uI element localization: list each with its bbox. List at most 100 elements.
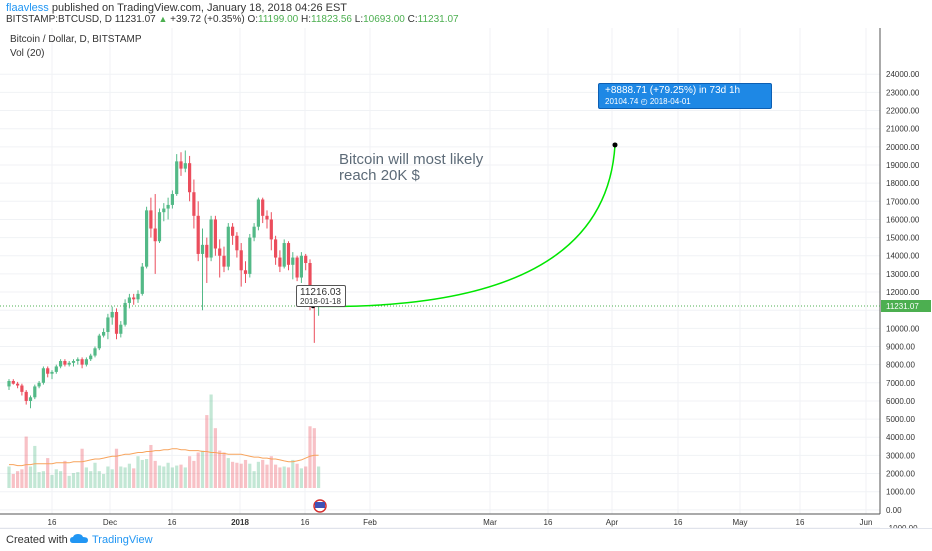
price-axis-label: 6000.00 [886, 397, 915, 406]
clock-icon: ◴ [640, 97, 648, 106]
target-date: 2018-04-01 [649, 97, 691, 106]
volume-bar [235, 462, 239, 488]
candle-body [308, 263, 312, 303]
volume-bar [24, 436, 28, 488]
price-axis-label: 23000.00 [886, 88, 920, 97]
current-price-tag [881, 300, 931, 312]
candle-body [256, 199, 260, 227]
candle-body [132, 297, 136, 300]
volume-bar [119, 466, 123, 488]
volume-bar [209, 394, 213, 488]
candle-body [188, 163, 192, 193]
candle-body [149, 210, 153, 229]
candle-body [170, 194, 174, 205]
volume-bar [50, 474, 54, 488]
candle-body [200, 244, 205, 254]
volume-bar [261, 459, 265, 488]
volume-bar [166, 462, 170, 488]
volume-bar [136, 456, 140, 488]
footer: Created with TradingView [0, 528, 932, 551]
low-label: L: [354, 14, 364, 25]
time-axis-label: 16 [796, 518, 805, 527]
candle-body [218, 248, 222, 256]
symbol-label[interactable]: BITSTAMP:BTCUSD, D [6, 14, 112, 25]
volume-bar [149, 444, 153, 488]
low-value: 10693.00 [363, 14, 405, 25]
time-axis-label: 2018 [231, 518, 249, 527]
candle-body [50, 371, 54, 374]
price-chart[interactable]: 24000.00 23000.00 22000.00 21000.00 20000.00… [0, 28, 932, 533]
volume-bar [59, 471, 63, 488]
volume-bar [93, 462, 97, 488]
time-axis-label: Dec [103, 518, 117, 527]
publish-info: published on TradingView.com, January 18… [51, 2, 348, 14]
target-change: +8888.71 (+79.25%) in 73d 1h [605, 85, 741, 96]
volume-bar [114, 448, 119, 488]
chart-area[interactable]: 24000.00 23000.00 22000.00 21000.00 20000.00… [0, 28, 932, 533]
volume-bar [16, 471, 20, 488]
volume-bar [84, 467, 88, 488]
volume-bar [28, 466, 33, 488]
volume-bar [80, 448, 84, 488]
candle-body [183, 163, 187, 169]
candle-body [89, 355, 93, 360]
candle-body [153, 228, 157, 242]
volume-bar [291, 459, 295, 488]
high-value: 11823.56 [311, 14, 352, 25]
target-callout: +8888.71 (+79.25%) in 73d 1h 20104.74 ◴ … [598, 83, 772, 109]
candle-body [110, 312, 114, 318]
volume-bar [226, 458, 230, 488]
projection-end-point [612, 142, 618, 148]
candle-body [286, 243, 291, 265]
volume-bar [252, 471, 256, 488]
candle-body [114, 312, 119, 334]
volume-bar [20, 469, 24, 488]
price-axis-label: 9000.00 [886, 342, 915, 351]
candle-body [239, 250, 243, 271]
candle-body [97, 335, 101, 349]
price-axis-label: 19000.00 [886, 161, 920, 170]
volume-legend: Vol (20) [10, 48, 45, 59]
candle-body [261, 199, 265, 216]
volume-bar [183, 467, 187, 488]
volume-bar [222, 452, 226, 488]
volume-bar [312, 428, 316, 488]
publish-line: flaavless published on TradingView.com, … [6, 2, 347, 14]
candle-body [145, 210, 149, 267]
candle-body [166, 204, 170, 209]
volume-bar [106, 466, 110, 488]
projection-curve [312, 144, 616, 308]
volume-bar [299, 468, 303, 488]
time-axis-label: 16 [168, 518, 177, 527]
time-axis-label: Jun [860, 518, 873, 527]
volume-bar [63, 460, 67, 488]
volume-bar [76, 472, 80, 488]
volume-bar [145, 459, 149, 488]
brand-name: TradingView [92, 534, 153, 546]
candle-body [278, 257, 282, 267]
volume-bar [71, 473, 76, 488]
candle-body [106, 317, 110, 332]
volume-bar [123, 467, 127, 488]
price-axis-label: 0.00 [886, 506, 902, 515]
candle-body [16, 383, 20, 386]
volume-bar [175, 465, 179, 488]
volume-bar [317, 466, 321, 488]
candle-body [46, 368, 50, 374]
high-label: H: [301, 14, 312, 25]
price-axis-label: 17000.00 [886, 197, 920, 206]
candle-body [102, 331, 106, 336]
candle-body [136, 293, 140, 300]
author-link[interactable]: flaavless [6, 2, 49, 14]
candle-body [226, 226, 230, 267]
price-axis-label: 12000.00 [886, 288, 920, 297]
volume-bar [200, 450, 205, 488]
candle-body [37, 382, 41, 387]
volume-bar [308, 426, 312, 488]
price-axis-label: 3000.00 [886, 451, 915, 460]
tradingview-logo[interactable]: TradingView [70, 534, 153, 546]
volume-bar [54, 469, 58, 488]
candle-body [33, 386, 37, 398]
open-value: 11199.00 [258, 14, 299, 25]
volume-bar [282, 466, 286, 488]
